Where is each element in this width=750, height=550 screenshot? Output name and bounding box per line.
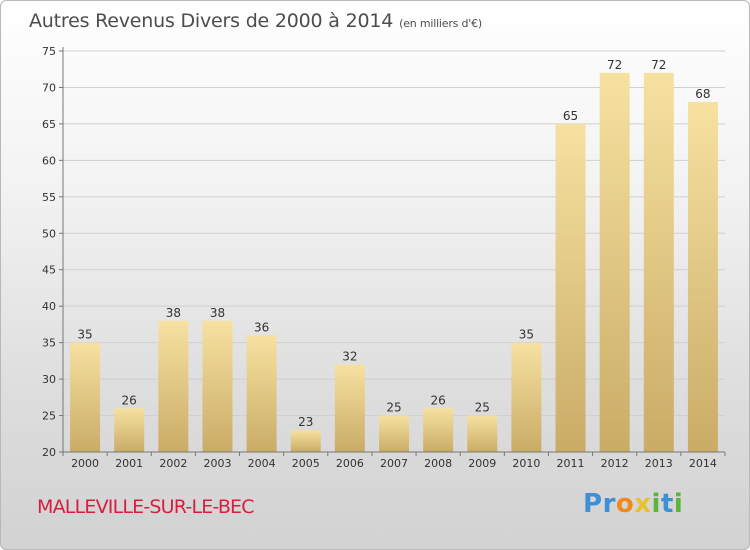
data-label: 35	[519, 328, 534, 342]
chart-title-text: Autres Revenus Divers de 2000 à 2014	[29, 10, 394, 32]
chart-unit: (en milliers d'€)	[399, 17, 483, 30]
axes: 20 25 30 35 40 45 50 55 60 65 70 75 2000 2001 2002 2003…	[42, 45, 726, 470]
bar	[202, 320, 233, 452]
x-tick-label: 2009	[468, 457, 496, 470]
bar	[290, 430, 321, 452]
logo-letter: r	[602, 489, 616, 519]
x-tick-label: 2001	[115, 457, 143, 470]
data-label: 72	[651, 58, 666, 72]
data-label: 38	[166, 306, 181, 320]
proxiti-logo: Proxiti	[583, 489, 683, 519]
x-tick-label: 2014	[689, 457, 717, 470]
x-tick-label: 2004	[248, 457, 276, 470]
y-tick-label: 70	[42, 81, 56, 94]
x-tick-label: 2010	[512, 457, 540, 470]
data-label: 25	[386, 401, 401, 415]
bar	[423, 408, 454, 452]
y-tick-label: 40	[42, 300, 56, 313]
data-label: 38	[210, 306, 225, 320]
x-tick-label: 2008	[424, 457, 452, 470]
y-tick-label: 25	[42, 410, 56, 423]
y-tick-label: 50	[42, 227, 56, 240]
bar	[555, 123, 586, 452]
bar	[643, 72, 674, 452]
data-label: 26	[430, 393, 445, 407]
logo-letter: i	[673, 489, 684, 519]
data-label: 26	[122, 393, 137, 407]
logo-letter: P	[583, 489, 603, 519]
data-label: 23	[298, 415, 313, 429]
data-label: 32	[342, 350, 357, 364]
data-label: 65	[563, 109, 578, 123]
x-tick-label: 2006	[336, 457, 364, 470]
bar	[687, 102, 718, 452]
y-tick-label: 30	[42, 373, 56, 386]
data-label: 72	[607, 58, 622, 72]
bar	[511, 342, 542, 452]
y-tick-label: 45	[42, 264, 56, 277]
x-tick-label: 2011	[557, 457, 585, 470]
bar	[70, 342, 101, 452]
data-label: 68	[695, 87, 710, 101]
data-label: 25	[475, 401, 490, 415]
x-tick-label: 2003	[203, 457, 231, 470]
x-tick-label: 2012	[601, 457, 629, 470]
y-tick-label: 55	[42, 191, 56, 204]
y-tick-label: 60	[42, 154, 56, 167]
logo-letter: i	[651, 489, 661, 519]
x-tick-label: 2000	[71, 457, 99, 470]
bars	[70, 72, 718, 452]
x-tick-label: 2007	[380, 457, 408, 470]
bar	[467, 415, 498, 452]
logo-letter: x	[634, 489, 652, 519]
bar	[379, 415, 409, 452]
data-label: 35	[77, 328, 92, 342]
logo-letter: t	[660, 489, 674, 519]
chart-title: Autres Revenus Divers de 2000 à 2014 (en …	[29, 10, 482, 32]
x-tick-label: 2005	[292, 457, 320, 470]
y-tick-label: 35	[42, 337, 56, 350]
x-tick-label: 2002	[159, 457, 187, 470]
y-tick-label: 65	[42, 118, 56, 131]
x-tick-label: 2013	[645, 457, 673, 470]
bar	[334, 364, 365, 452]
bar	[246, 335, 277, 452]
commune-name: MALLEVILLE-SUR-LE-BEC	[37, 496, 255, 518]
data-label: 36	[254, 320, 269, 334]
y-tick-label: 20	[42, 446, 56, 459]
data-labels: 35 26 38 38 36 23 32 25 26 25 35 65 72 72 68	[77, 58, 710, 429]
y-tick-label: 75	[42, 45, 56, 58]
bar	[114, 408, 145, 452]
bar	[158, 320, 189, 452]
bar	[599, 72, 630, 452]
logo-letter: o	[615, 489, 635, 519]
